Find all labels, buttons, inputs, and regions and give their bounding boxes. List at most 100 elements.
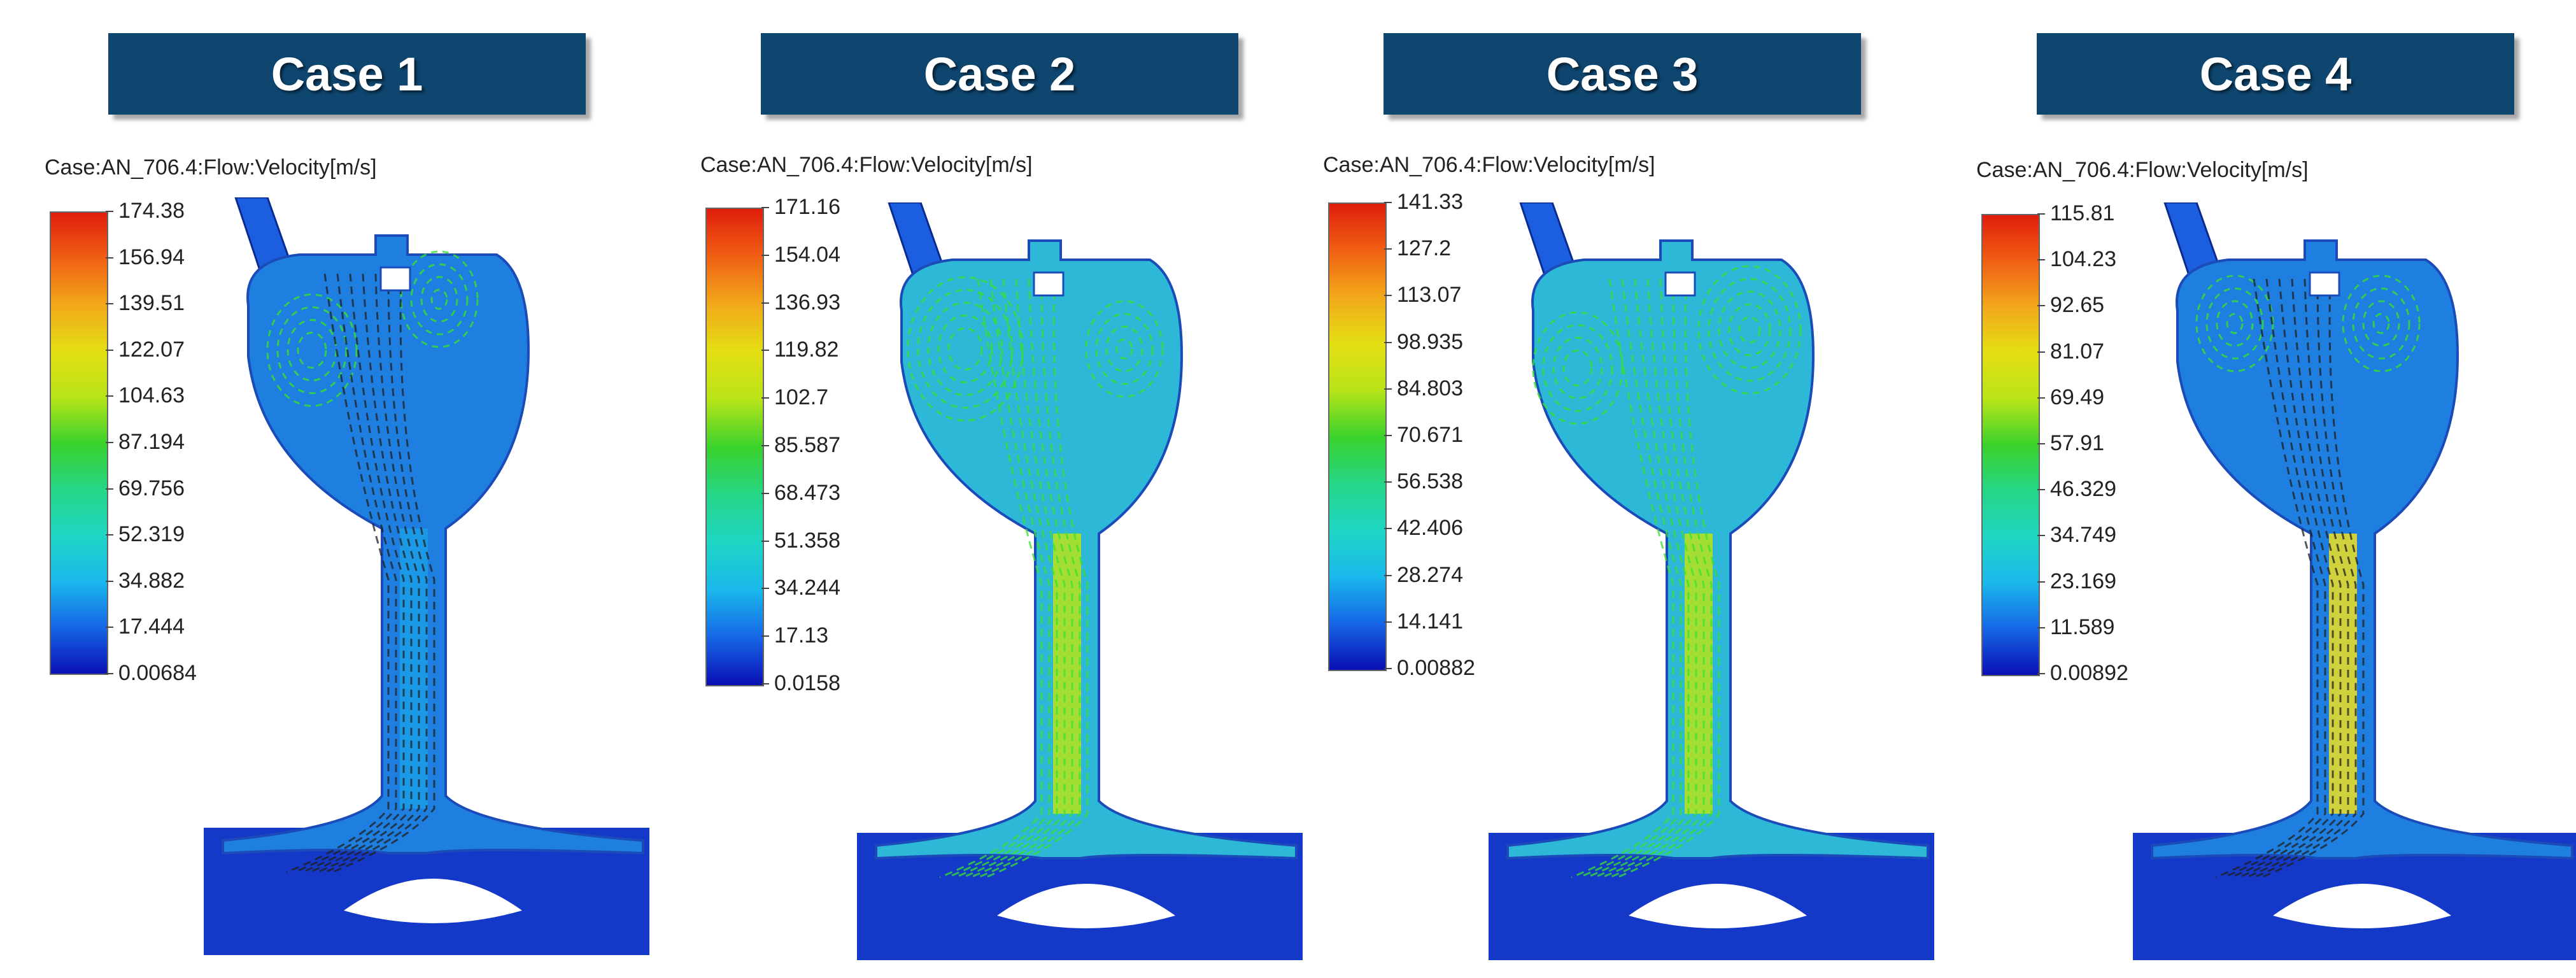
colorbar-tick-label: 81.07	[2050, 339, 2105, 364]
colorbar-tick-label: 127.2	[1397, 236, 1452, 261]
colorbar-tick-label: 98.935	[1397, 329, 1463, 354]
case-4-colorbar	[1981, 214, 2040, 676]
neck-streamline	[324, 273, 428, 874]
case-4-legend-title: Case:AN_706.4:Flow:Velocity[m/s]	[1976, 158, 2309, 182]
vortex-streamline	[1708, 278, 1792, 382]
vortex-streamline	[917, 289, 1014, 409]
top-window	[1033, 271, 1065, 297]
vortex-streamline	[2205, 287, 2264, 360]
colorbar-tick-label: 57.91	[2050, 431, 2105, 455]
neck-streamline	[294, 273, 397, 874]
neck-streamline	[1571, 278, 1674, 879]
vortex-streamline	[2216, 300, 2254, 347]
neck-streamline	[2246, 278, 2349, 879]
colorbar-tick-label: 85.587	[774, 433, 840, 457]
colorbar-tick-label: 102.7	[774, 385, 829, 410]
neck-streamline	[1586, 278, 1690, 879]
case-3-legend-title: Case:AN_706.4:Flow:Velocity[m/s]	[1323, 153, 1655, 177]
colorbar-tick-label: 69.756	[118, 476, 185, 500]
case-2-colorbar	[705, 208, 764, 686]
neck-streamline	[2215, 278, 2319, 879]
neck-streamline	[301, 273, 405, 874]
vortex-streamline	[2342, 274, 2421, 372]
neck-streamline	[1617, 278, 1720, 879]
colorbar-tick-label: 52.319	[118, 522, 185, 547]
vortex-streamline	[1562, 350, 1593, 386]
case-1-velocity-field	[204, 197, 649, 955]
lower-cavity	[997, 884, 1175, 928]
vortex-streamline	[937, 315, 993, 383]
lower-cavity	[1629, 884, 1807, 928]
neck-streamline	[970, 278, 1073, 879]
case-1-colorbar-ticks: 174.38 156.94 139.51 122.07 104.63 87.194 69.7…	[106, 199, 233, 685]
vortex-streamline	[2226, 313, 2244, 334]
lower-cavity	[344, 879, 522, 923]
colorbar-tick-label: 139.51	[118, 291, 185, 316]
case-3-panel: Case 3 Case:AN_706.4:Flow:Velocity[m/s] …	[1323, 0, 1960, 978]
neck-streamline	[2253, 278, 2357, 879]
vortex-streamline	[1738, 316, 1761, 344]
colorbar-tick-label: 11.589	[2050, 614, 2115, 639]
colorbar-tick-label: 23.169	[2050, 569, 2116, 593]
neck-streamline	[985, 278, 1089, 879]
case-4-panel: Case 4 Case:AN_706.4:Flow:Velocity[m/s] …	[1976, 0, 2576, 978]
neck-streamline	[1609, 278, 1713, 879]
neck-streamline	[286, 273, 390, 874]
case-2-panel: Case 2 Case:AN_706.4:Flow:Velocity[m/s] …	[700, 0, 1337, 978]
colorbar-tick-label: 0.0158	[774, 671, 840, 695]
neck-streamline	[954, 278, 1058, 879]
colorbar-tick-label: 51.358	[774, 528, 840, 553]
vortex-streamline	[1095, 313, 1154, 385]
colorbar-tick-label: 42.406	[1397, 516, 1463, 541]
case-2-title: Case 2	[923, 47, 1076, 101]
vortex-streamline	[276, 306, 348, 394]
colorbar-tick-label: 174.38	[118, 199, 185, 223]
vortex-streamline	[420, 276, 458, 323]
vortex-streamline	[1718, 290, 1781, 369]
colorbar-tick-label: 171.16	[774, 195, 840, 219]
colorbar-tick-label: 84.803	[1397, 376, 1463, 400]
vortex-streamline	[907, 276, 1024, 422]
neck-streamline	[309, 273, 413, 874]
colorbar-tick-label: 0.00684	[118, 661, 197, 685]
colorbar-tick-label: 56.538	[1397, 469, 1463, 494]
neck-streamline	[2230, 278, 2334, 879]
colorbar-tick-label: 104.63	[118, 383, 185, 408]
colorbar-tick-label: 136.93	[774, 290, 840, 315]
colorbar-tick-label: 69.49	[2050, 385, 2105, 409]
vortex-streamline	[1115, 338, 1133, 360]
vortex-streamline	[1728, 303, 1771, 357]
chamber-body	[222, 234, 644, 855]
case-3-title: Case 3	[1546, 47, 1699, 101]
colorbar-tick-label: 28.274	[1397, 562, 1463, 587]
neck-streamline	[2223, 278, 2326, 879]
vortex-streamline	[2372, 313, 2390, 334]
neck-streamline	[2261, 278, 2365, 879]
case-2-velocity-field	[857, 202, 1303, 960]
colorbar-tick-label: 92.65	[2050, 293, 2105, 318]
vortex-streamline	[2352, 287, 2410, 360]
colorbar-tick-label: 70.671	[1397, 423, 1463, 447]
chamber-body	[1506, 239, 1929, 860]
colorbar-tick-label: 46.329	[2050, 477, 2116, 502]
colorbar-tick-label: 154.04	[774, 242, 840, 267]
colorbar-tick-label: 115.81	[2050, 201, 2115, 225]
colorbar-tick-label: 17.13	[774, 623, 829, 648]
vortex-streamline	[1085, 300, 1164, 398]
colorbar-tick-label: 141.33	[1397, 190, 1463, 214]
colorbar-tick-label: 104.23	[2050, 247, 2116, 272]
colorbar-tick-label: 17.444	[118, 614, 185, 639]
colorbar-tick-label: 0.00882	[1397, 656, 1475, 680]
vortex-streamline	[430, 288, 448, 310]
colorbar-tick-label: 122.07	[118, 337, 185, 362]
chamber-body	[2151, 239, 2573, 860]
colorbar-tick-label: 14.141	[1397, 609, 1463, 634]
case-1-legend-title: Case:AN_706.4:Flow:Velocity[m/s]	[45, 155, 377, 180]
neck-streamline	[1594, 278, 1697, 879]
colorbar-tick-label: 34.882	[118, 568, 185, 593]
case-4-title: Case 4	[2199, 47, 2352, 101]
vortex-streamline	[927, 302, 1003, 396]
colorbar-tick-label: 34.749	[2050, 523, 2116, 548]
vortex-streamline	[947, 327, 983, 371]
vortex-streamline	[2362, 300, 2400, 347]
